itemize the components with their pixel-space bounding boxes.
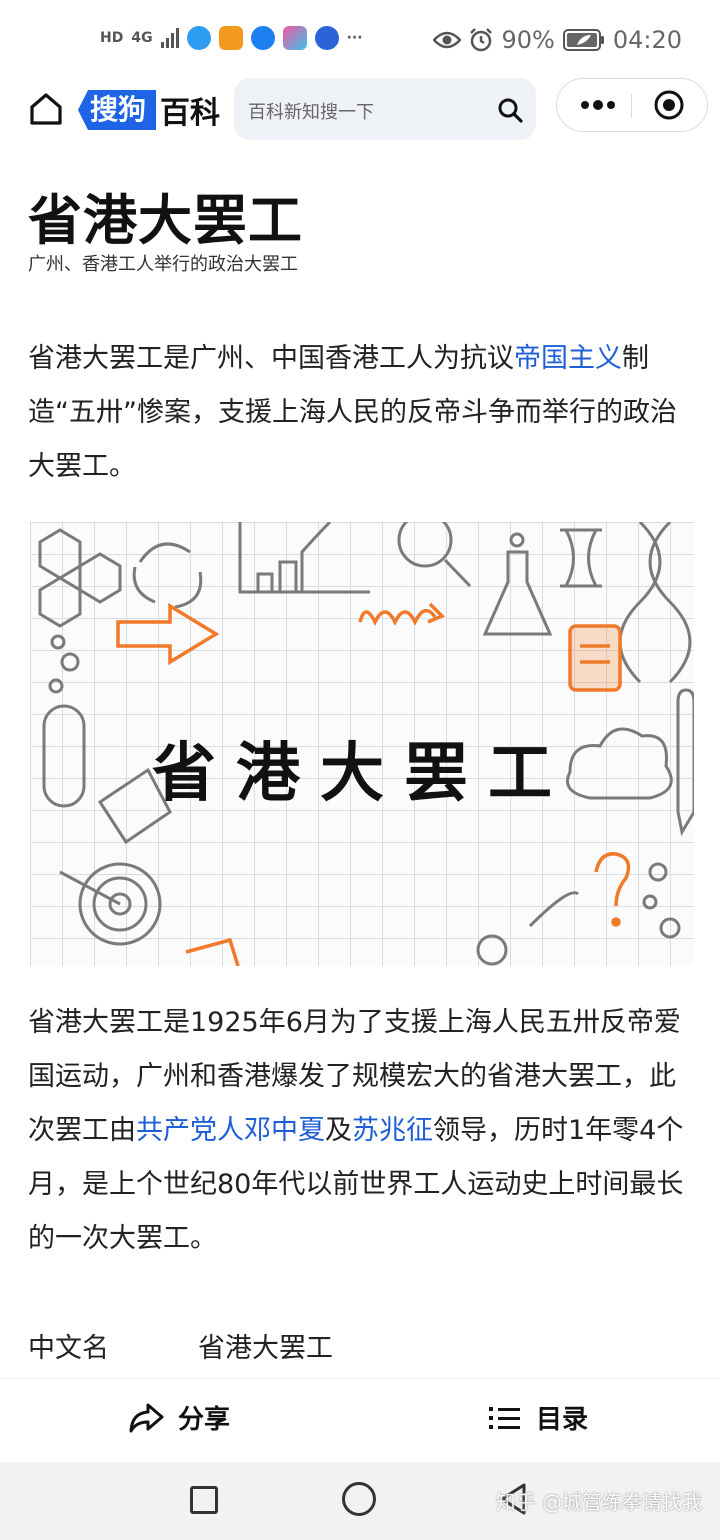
top-nav: 搜狗 百科 百科新知搜一下 (0, 76, 720, 146)
article-image[interactable]: 省港大罢工 (30, 522, 694, 966)
watermark: 知乎 @城管练拳请找我 (495, 1490, 702, 1514)
share-label: 分享 (178, 1405, 231, 1435)
info-key-chinese-name: 中文名 (28, 1333, 109, 1364)
app-icon-1 (186, 26, 211, 50)
intro-text-2: 制造“五卅”惨案，支援上海人民的反帝斗争而举行的政治大罢工。 (28, 343, 677, 482)
battery-icon (562, 29, 604, 51)
image-title-text: 省港大罢工 (152, 737, 572, 811)
baidu-icon (314, 26, 339, 50)
list-icon (489, 1406, 520, 1429)
back-icon[interactable] (498, 1482, 528, 1516)
network-type: 4G (131, 30, 153, 46)
info-value-chinese-name: 省港大罢工 (198, 1333, 333, 1364)
capsule-divider (631, 94, 632, 118)
logo-baike: 百科 (160, 96, 221, 131)
intro-paragraph: 省港大罢工是广州、中国香港工人为抗议帝国主义制造“五卅”惨案，支援上海人民的反帝… (28, 332, 692, 494)
home-icon[interactable] (26, 89, 66, 129)
bottom-action-bar: 分享 目录 (0, 1378, 720, 1463)
doodle-illustration (38, 522, 694, 966)
status-right: 90% 04:20 (433, 26, 682, 54)
app-icon-4 (282, 26, 307, 50)
more-notifications: ··· (346, 30, 363, 46)
miniprogram-capsule (556, 78, 708, 132)
search-icon[interactable] (496, 96, 524, 124)
system-navigation-bar: 知乎 @城管练拳请找我 (0, 1462, 720, 1540)
body-text-mid: 及 (325, 1115, 352, 1146)
toc-label: 目录 (536, 1405, 589, 1435)
more-icon[interactable] (577, 91, 619, 119)
eye-icon (433, 31, 462, 49)
toc-button[interactable]: 目录 (488, 1399, 588, 1436)
home-nav-icon[interactable] (342, 1482, 376, 1516)
search-input[interactable]: 百科新知搜一下 (234, 78, 536, 140)
alarm-icon (470, 28, 493, 52)
hd-indicator: HD (100, 30, 124, 46)
sogou-baike-logo[interactable]: 搜狗 百科 (78, 90, 221, 131)
link-deng-zhongxia[interactable]: 共产党人邓中夏 (136, 1115, 325, 1146)
share-button[interactable]: 分享 (128, 1399, 230, 1436)
link-su-zhaozheng[interactable]: 苏兆征 (352, 1115, 433, 1146)
clock: 04:20 (612, 26, 682, 54)
logo-sogou: 搜狗 (78, 90, 157, 130)
app-icon-2 (218, 26, 243, 50)
body-paragraph: 省港大罢工是1925年6月为了支援上海人民五卅反帝爱国运动，广州和香港爆发了规模… (28, 996, 692, 1266)
close-target-icon[interactable] (653, 89, 685, 121)
page-title: 省港大罢工 (28, 189, 303, 252)
status-left: HD 4G ··· (100, 26, 363, 50)
signal-icon (160, 28, 179, 48)
link-imperialism[interactable]: 帝国主义 (514, 343, 622, 374)
search-placeholder: 百科新知搜一下 (248, 102, 374, 123)
body-text-1: 省港大罢工是1925年6月为了支援上海人民五卅反帝爱国运动，广州和香港爆发了规模… (28, 1007, 681, 1146)
page-subtitle: 广州、香港工人举行的政治大罢工 (28, 254, 298, 275)
battery-percent: 90% (501, 26, 555, 54)
app-icon-3 (250, 26, 275, 50)
share-icon (129, 1403, 164, 1432)
intro-text-1: 省港大罢工是广州、中国香港工人为抗议 (28, 343, 514, 374)
recent-apps-icon[interactable] (190, 1486, 218, 1514)
status-bar: HD 4G ··· 90% 04:20 (0, 0, 720, 80)
body-text-2: 领导，历时1年零4个月，是上个世纪80年代以前世界工人运动史上时间最长的一次大罢… (28, 1115, 684, 1254)
